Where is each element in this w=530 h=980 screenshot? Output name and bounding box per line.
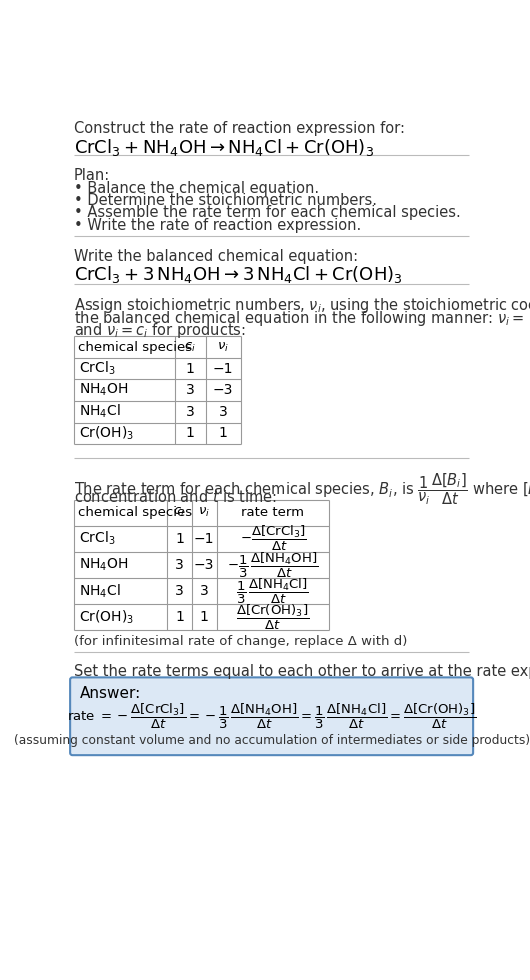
Text: $\mathrm{CrCl_3}$: $\mathrm{CrCl_3}$ xyxy=(78,530,115,548)
Text: $-\dfrac{\Delta[\mathrm{CrCl_3}]}{\Delta t}$: $-\dfrac{\Delta[\mathrm{CrCl_3}]}{\Delta… xyxy=(240,524,306,554)
Text: Answer:: Answer: xyxy=(80,686,142,701)
Text: Construct the rate of reaction expression for:: Construct the rate of reaction expressio… xyxy=(74,122,405,136)
Text: chemical species: chemical species xyxy=(78,506,192,519)
Text: $c_i$: $c_i$ xyxy=(173,506,185,519)
Text: −3: −3 xyxy=(194,558,215,572)
Text: concentration and $t$ is time:: concentration and $t$ is time: xyxy=(74,489,277,505)
FancyBboxPatch shape xyxy=(70,677,473,756)
Text: $\nu_i$: $\nu_i$ xyxy=(217,340,229,354)
Text: 1: 1 xyxy=(186,426,195,440)
Text: 1: 1 xyxy=(175,532,184,546)
Text: • Assemble the rate term for each chemical species.: • Assemble the rate term for each chemic… xyxy=(74,206,461,220)
Text: $\mathrm{Cr(OH)_3}$: $\mathrm{Cr(OH)_3}$ xyxy=(78,424,134,442)
Text: 3: 3 xyxy=(186,383,195,397)
Text: $\mathrm{NH_4Cl}$: $\mathrm{NH_4Cl}$ xyxy=(78,582,120,600)
Text: $\dfrac{\Delta[\mathrm{Cr(OH)_3}]}{\Delta t}$: $\dfrac{\Delta[\mathrm{Cr(OH)_3}]}{\Delt… xyxy=(236,603,310,632)
Text: −3: −3 xyxy=(213,383,233,397)
Text: 1: 1 xyxy=(200,611,209,624)
Text: −1: −1 xyxy=(194,532,215,546)
Text: 1: 1 xyxy=(186,362,195,375)
Text: The rate term for each chemical species, $B_i$, is $\dfrac{1}{\nu_i}\dfrac{\Delt: The rate term for each chemical species,… xyxy=(74,471,530,508)
Text: Write the balanced chemical equation:: Write the balanced chemical equation: xyxy=(74,249,358,264)
Text: 3: 3 xyxy=(175,584,184,598)
Text: $\mathrm{CrCl_3}$: $\mathrm{CrCl_3}$ xyxy=(78,360,115,377)
Text: 1: 1 xyxy=(175,611,184,624)
Text: rate $= -\dfrac{\Delta[\mathrm{CrCl_3}]}{\Delta t} = -\dfrac{1}{3}\,\dfrac{\Delt: rate $= -\dfrac{\Delta[\mathrm{CrCl_3}]}… xyxy=(67,702,476,730)
Text: $-\dfrac{1}{3}\,\dfrac{\Delta[\mathrm{NH_4OH}]}{\Delta t}$: $-\dfrac{1}{3}\,\dfrac{\Delta[\mathrm{NH… xyxy=(227,551,319,579)
Text: $\nu_i$: $\nu_i$ xyxy=(198,506,210,519)
Text: $\mathrm{NH_4Cl}$: $\mathrm{NH_4Cl}$ xyxy=(78,403,120,420)
Text: $\mathrm{Cr(OH)_3}$: $\mathrm{Cr(OH)_3}$ xyxy=(78,609,134,626)
Text: the balanced chemical equation in the following manner: $\nu_i = -c_i$ for react: the balanced chemical equation in the fo… xyxy=(74,309,530,327)
Text: $\mathrm{CrCl_3 + 3\,NH_4OH \rightarrow 3\,NH_4Cl + Cr(OH)_3}$: $\mathrm{CrCl_3 + 3\,NH_4OH \rightarrow … xyxy=(74,264,403,285)
Text: and $\nu_i = c_i$ for products:: and $\nu_i = c_i$ for products: xyxy=(74,320,246,340)
Text: • Write the rate of reaction expression.: • Write the rate of reaction expression. xyxy=(74,218,361,232)
Text: • Determine the stoichiometric numbers.: • Determine the stoichiometric numbers. xyxy=(74,193,377,208)
Text: 3: 3 xyxy=(186,405,195,418)
Text: Plan:: Plan: xyxy=(74,168,110,182)
Text: (assuming constant volume and no accumulation of intermediates or side products): (assuming constant volume and no accumul… xyxy=(14,734,529,747)
Text: 3: 3 xyxy=(219,405,227,418)
Text: $\mathrm{NH_4OH}$: $\mathrm{NH_4OH}$ xyxy=(78,382,128,399)
Text: 3: 3 xyxy=(175,558,184,572)
Text: $\mathrm{NH_4OH}$: $\mathrm{NH_4OH}$ xyxy=(78,557,128,573)
Text: Set the rate terms equal to each other to arrive at the rate expression:: Set the rate terms equal to each other t… xyxy=(74,664,530,679)
Text: Assign stoichiometric numbers, $\nu_i$, using the stoichiometric coefficients, $: Assign stoichiometric numbers, $\nu_i$, … xyxy=(74,296,530,316)
Text: $\dfrac{1}{3}\,\dfrac{\Delta[\mathrm{NH_4Cl}]}{\Delta t}$: $\dfrac{1}{3}\,\dfrac{\Delta[\mathrm{NH_… xyxy=(236,576,309,606)
Text: 3: 3 xyxy=(200,584,209,598)
Text: $c_i$: $c_i$ xyxy=(184,340,196,354)
Text: −1: −1 xyxy=(213,362,233,375)
Text: • Balance the chemical equation.: • Balance the chemical equation. xyxy=(74,180,319,196)
Text: 1: 1 xyxy=(219,426,227,440)
Text: $\mathrm{CrCl_3 + NH_4OH \rightarrow NH_4Cl + Cr(OH)_3}$: $\mathrm{CrCl_3 + NH_4OH \rightarrow NH_… xyxy=(74,137,374,158)
Text: (for infinitesimal rate of change, replace Δ with d): (for infinitesimal rate of change, repla… xyxy=(74,635,408,648)
Text: chemical species: chemical species xyxy=(78,341,192,354)
Text: rate term: rate term xyxy=(241,506,304,519)
